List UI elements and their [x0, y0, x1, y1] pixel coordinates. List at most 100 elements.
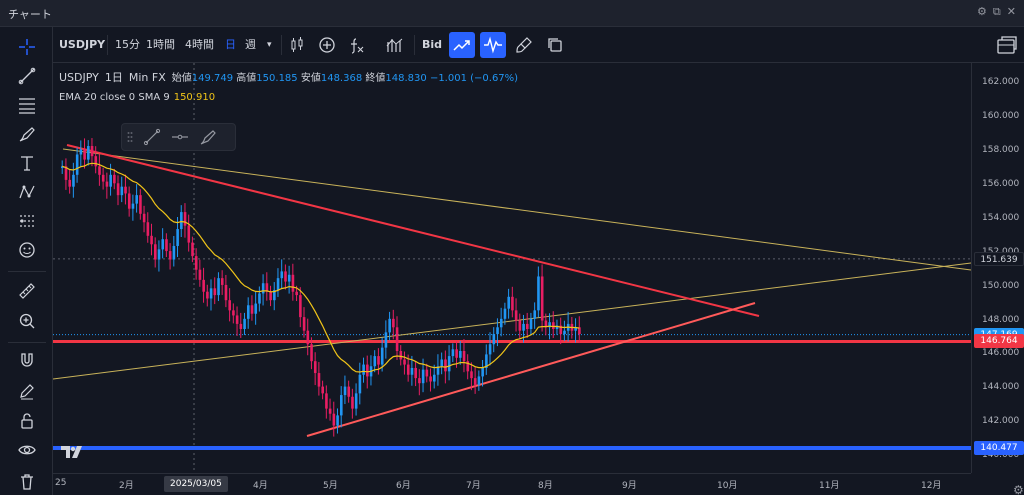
- triangle-lower-trendline: [306, 302, 756, 437]
- crosshair-tool-button[interactable]: [12, 33, 42, 61]
- interval-1w-button[interactable]: 週: [245, 38, 256, 51]
- candle-body: [447, 356, 451, 372]
- candle-body: [537, 276, 540, 311]
- candle-body: [235, 315, 239, 324]
- candle-body: [507, 296, 510, 309]
- candle-body: [351, 396, 354, 409]
- candle-body: [559, 325, 563, 335]
- interval-4h-button[interactable]: 4時間: [185, 38, 214, 51]
- legend-symbol[interactable]: USDJPY: [59, 71, 99, 84]
- candle-body: [414, 367, 417, 379]
- window-close-icon[interactable]: ✕: [1006, 5, 1016, 18]
- price-tick-label: 154.000: [982, 212, 1020, 223]
- candle-body: [299, 295, 302, 318]
- bid-ask-button[interactable]: Bid: [422, 38, 443, 51]
- zoom-tool-button[interactable]: [12, 307, 42, 335]
- window-controls: ⚙ ⧉ ✕: [977, 5, 1016, 19]
- candle-body: [79, 149, 83, 155]
- text-tool-button[interactable]: [12, 149, 42, 177]
- float-trendline-button[interactable]: [138, 123, 166, 151]
- candle-body: [343, 386, 347, 396]
- price-axis[interactable]: 162.000 160.000 158.000 156.000 154.000 152.0…: [971, 63, 1024, 473]
- candle-body: [529, 318, 533, 329]
- candle-body: [94, 156, 98, 167]
- candle-body: [455, 349, 458, 358]
- candle-body: [172, 245, 176, 260]
- candle-body: [206, 291, 209, 299]
- time-tick-label: 4月: [253, 481, 268, 491]
- time-tick-label: 9月: [622, 481, 637, 491]
- indicators-button[interactable]: [344, 32, 370, 58]
- time-tick-label: 25: [55, 478, 67, 488]
- candle-body: [157, 249, 161, 260]
- price-level-tag: 146.764: [974, 334, 1024, 349]
- indicator-name[interactable]: EMA 20 close 0 SMA 9: [59, 92, 170, 103]
- time-tick-label: 5月: [323, 481, 338, 491]
- chart-type-button[interactable]: [284, 32, 310, 58]
- candle-body: [131, 203, 135, 209]
- candle-body: [64, 166, 68, 180]
- candle-body: [347, 386, 351, 397]
- candle-body: [209, 288, 213, 299]
- window-popout-icon[interactable]: ⧉: [992, 5, 1001, 18]
- delete-drawings-button[interactable]: [12, 467, 42, 495]
- layout-button[interactable]: [996, 35, 1018, 59]
- candle-body: [325, 393, 328, 409]
- pattern-icon: [19, 185, 35, 199]
- candle-body: [429, 376, 432, 382]
- tradingview-logo[interactable]: [59, 441, 85, 461]
- compare-button[interactable]: [314, 32, 340, 58]
- ema-indicator-line: [62, 162, 580, 373]
- drag-handle[interactable]: [122, 123, 138, 151]
- float-brush-button[interactable]: [194, 123, 222, 151]
- price-tick-label: 146.000: [982, 348, 1020, 359]
- candle-body: [302, 317, 306, 331]
- hide-drawings-button[interactable]: [12, 436, 42, 464]
- float-horizontal-line-button[interactable]: [166, 123, 194, 151]
- fib-tool-button[interactable]: [12, 91, 42, 119]
- oscillator-view-button[interactable]: [480, 32, 506, 58]
- trendline-tool-button[interactable]: [12, 62, 42, 90]
- copy-chart-button[interactable]: [542, 32, 568, 58]
- candle-body: [384, 332, 388, 348]
- candle-body: [340, 395, 343, 416]
- magnet-button[interactable]: [12, 347, 42, 375]
- eye-icon: [18, 445, 36, 455]
- forecast-tool-button[interactable]: [12, 207, 42, 235]
- stay-drawing-button[interactable]: [12, 377, 42, 405]
- triangle-upper-trendline: [66, 144, 760, 317]
- candle-body: [273, 290, 276, 301]
- candle-body: [258, 293, 261, 304]
- interval-dropdown-button[interactable]: ▾: [267, 40, 272, 50]
- drawing-floating-toolbar: [121, 123, 236, 151]
- symbol-search-button[interactable]: USDJPY: [59, 38, 106, 51]
- brush-tool-button[interactable]: [12, 120, 42, 148]
- candle-body: [354, 393, 358, 409]
- toolbar-divider: [8, 342, 46, 343]
- interval-1h-button[interactable]: 1時間: [146, 38, 175, 51]
- templates-button[interactable]: [383, 32, 409, 58]
- time-axis[interactable]: 25 2月 4月 5月 6月 7月 8月 9月 10月 11月 12月 2025/03/05: [53, 473, 971, 495]
- candle-body: [116, 183, 120, 196]
- lock-drawings-button[interactable]: [12, 407, 42, 435]
- candle-body: [395, 327, 399, 352]
- price-chart[interactable]: [53, 63, 971, 473]
- trend-view-button[interactable]: [449, 32, 475, 58]
- fib-retracement-icon: [19, 98, 35, 114]
- candle-body: [202, 279, 205, 292]
- zoom-in-icon: [19, 313, 35, 329]
- plus-circle-icon: [319, 37, 335, 53]
- interval-15m-button[interactable]: 15分: [115, 38, 140, 51]
- price-tick-label: 142.000: [982, 416, 1020, 427]
- price-tick-label: 156.000: [982, 178, 1020, 189]
- pattern-tool-button[interactable]: [12, 178, 42, 206]
- chart-settings-icon[interactable]: ⚙: [1013, 483, 1024, 495]
- candle-body: [168, 251, 172, 260]
- price-tick-label: 150.000: [982, 280, 1020, 291]
- interval-1d-button[interactable]: 日: [225, 38, 236, 51]
- style-button[interactable]: [511, 32, 537, 58]
- emoji-tool-button[interactable]: [12, 236, 42, 264]
- window-settings-icon[interactable]: ⚙: [977, 5, 987, 18]
- measure-tool-button[interactable]: [12, 277, 42, 305]
- chart-pane[interactable]: USDJPY 1日 Min FX 始値149.749 高値150.185 安値1…: [53, 63, 971, 473]
